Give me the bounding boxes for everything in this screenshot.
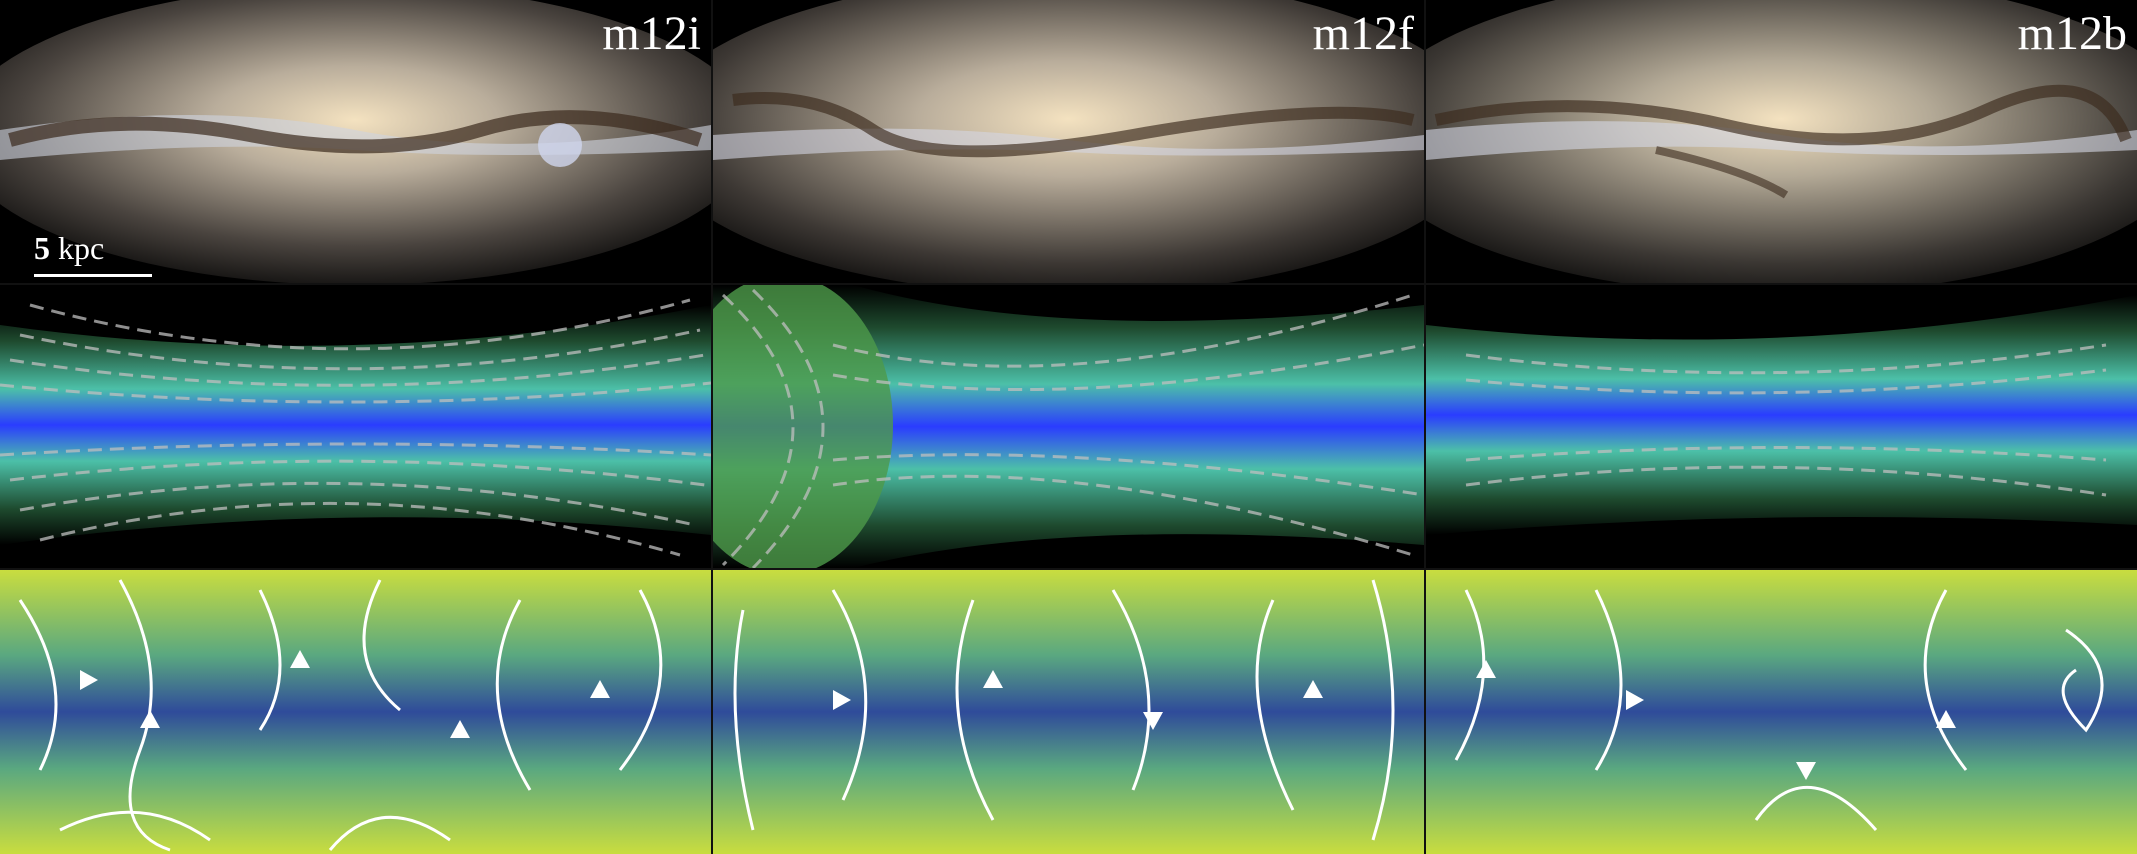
scale-bar-line: [34, 274, 152, 277]
column-divider: [1424, 0, 1426, 854]
row-divider: [0, 283, 2137, 285]
velocity-streamline-image: [1426, 570, 2137, 854]
column-label-m12i: m12i: [602, 7, 701, 60]
stream-panel-m12f: [713, 570, 1424, 854]
column-label-m12b: m12b: [2017, 7, 2127, 60]
scale-bar: 5 kpc: [34, 230, 152, 277]
row-divider: [0, 568, 2137, 570]
stream-panel-m12b: [1426, 570, 2137, 854]
scale-bar-unit: kpc: [58, 230, 105, 266]
column-label-m12f: m12f: [1312, 7, 1414, 60]
stellar-panel-m12f: m12f: [713, 0, 1424, 283]
column-divider: [711, 0, 713, 854]
stellar-panel-m12b: m12b: [1426, 0, 2137, 283]
gas-panel-m12f: [713, 285, 1424, 568]
stellar-panel-m12i: m12i 5 kpc: [0, 0, 711, 283]
scale-bar-value: 5: [34, 230, 50, 266]
gas-panel-m12i: [0, 285, 711, 568]
velocity-streamline-image: [713, 570, 1424, 854]
stellar-disk-image: [0, 0, 711, 283]
gas-panel-m12b: [1426, 285, 2137, 568]
gas-density-image: [1426, 285, 2137, 568]
stellar-disk-image: [713, 0, 1424, 283]
gas-density-image: [0, 285, 711, 568]
stream-panel-m12i: [0, 570, 711, 854]
gas-density-image: [713, 285, 1424, 568]
stellar-disk-image: [1426, 0, 2137, 283]
velocity-streamline-image: [0, 570, 711, 854]
